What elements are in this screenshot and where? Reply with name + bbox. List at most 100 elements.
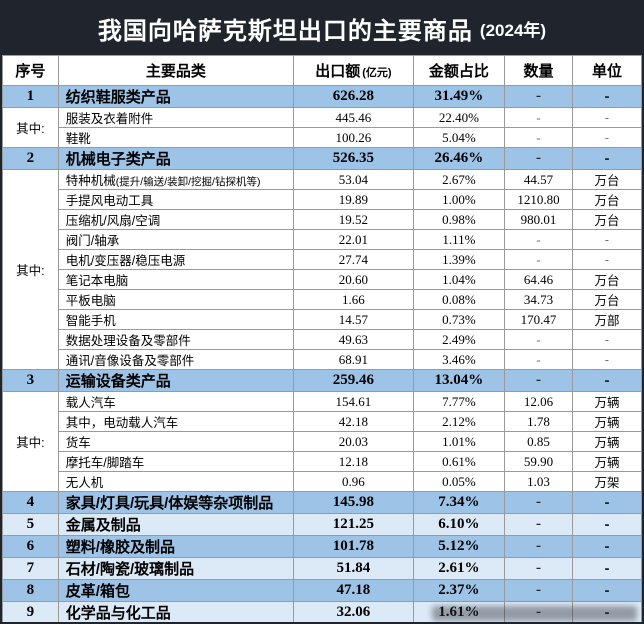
- page-title-year: (2024年): [479, 21, 547, 40]
- column-header: 数量: [504, 55, 573, 86]
- sub-item-row: 无人机 0.96 0.05% 1.03 万架: [3, 471, 642, 492]
- unit-cell: 万台: [572, 169, 642, 190]
- item-name: 压缩机/风扇/空调: [65, 214, 161, 228]
- sub-item-row: 鞋靴 100.26 5.04% - -: [3, 127, 642, 148]
- quantity-cell: 34.73: [504, 289, 573, 310]
- quantity-cell: -: [504, 329, 573, 350]
- sub-item-row: 其中，电动载人汽车 42.18 2.12% 1.78 万辆: [3, 411, 642, 432]
- share-percent-cell: 31.49%: [412, 85, 506, 108]
- sub-item-row: 货车 20.03 1.01% 0.85 万辆: [3, 431, 642, 452]
- share-percent-cell: 2.67%: [412, 169, 506, 190]
- export-value-cell: 49.63: [293, 329, 414, 350]
- unit-cell: 万辆: [572, 411, 642, 432]
- share-percent-cell: 5.12%: [412, 535, 506, 558]
- quantity-cell: -: [504, 85, 573, 108]
- category-row: 3 运输设备类产品 259.46 13.04% - -: [2, 369, 642, 392]
- export-value-cell: 121.25: [293, 513, 414, 536]
- export-value-cell: 101.78: [293, 535, 414, 558]
- export-value-cell: 145.98: [293, 491, 414, 514]
- share-percent-cell: 1.01%: [412, 431, 506, 452]
- page-title: 我国向哈萨克斯坦出口的主要商品: [97, 18, 473, 45]
- quantity-cell: 0.85: [504, 431, 573, 452]
- category-row: 5 金属及制品 121.25 6.10% - -: [2, 513, 642, 536]
- share-percent-cell: 0.05%: [412, 471, 506, 492]
- sub-item-row: 其中: 载人汽车 154.61 7.77% 12.06 万辆: [2, 391, 642, 492]
- row-number-cell: 3: [2, 369, 59, 392]
- unit-cell: 万台: [572, 209, 642, 230]
- unit-cell: -: [572, 127, 642, 148]
- row-number-cell: 9: [2, 601, 59, 622]
- export-value-cell: 32.06: [293, 601, 414, 622]
- quantity-cell: -: [504, 579, 573, 602]
- item-name: 载人汽车: [65, 396, 116, 410]
- quantity-cell: -: [504, 349, 573, 370]
- category-name-cell: 石材/陶瓷/玻璃制品: [57, 557, 295, 580]
- unit-cell: -: [572, 249, 642, 270]
- export-value-cell: 53.04: [293, 169, 414, 190]
- category-row: 1 纺织鞋服类产品 626.28 31.49% - -: [2, 85, 642, 108]
- column-header-label: 数量: [523, 63, 554, 80]
- unit-cell: 万辆: [572, 391, 642, 412]
- unit-cell: 万台: [572, 269, 642, 290]
- export-value-cell: 0.96: [293, 471, 414, 492]
- unit-cell: 万台: [572, 289, 642, 310]
- export-value-cell: 100.26: [293, 127, 414, 148]
- export-value-cell: 154.61: [293, 391, 414, 412]
- item-name-cell: 压缩机/风扇/空调: [57, 209, 295, 230]
- share-percent-cell: 0.08%: [412, 289, 506, 310]
- quantity-cell: 1.03: [504, 471, 573, 492]
- item-name-cell: 载人汽车: [57, 391, 295, 412]
- item-name: 阀门/轴承: [65, 234, 120, 248]
- category-row: 7 石材/陶瓷/玻璃制品 51.84 2.61% - -: [2, 557, 642, 580]
- export-value-cell: 20.03: [293, 431, 414, 452]
- unit-cell: 万辆: [572, 431, 642, 452]
- quantity-cell: -: [504, 491, 573, 514]
- column-header-label: 序号: [15, 63, 46, 80]
- unit-cell: -: [572, 557, 642, 580]
- category-row: 6 塑料/橡胶及制品 101.78 5.12% - -: [2, 535, 642, 558]
- export-value-cell: 47.18: [293, 579, 414, 602]
- share-percent-cell: 0.98%: [412, 209, 506, 230]
- quantity-cell: 12.06: [504, 391, 573, 412]
- column-header: 序号: [2, 55, 59, 86]
- share-percent-cell: 5.04%: [412, 127, 506, 148]
- table-title-bar: 我国向哈萨克斯坦出口的主要商品 (2024年): [2, 2, 642, 55]
- sub-item-row: 手提风电动工具 19.89 1.00% 1210.80 万台: [3, 189, 642, 210]
- column-header: 金额占比: [412, 55, 506, 86]
- export-value-cell: 68.91: [293, 349, 414, 370]
- row-number-cell: 5: [2, 513, 59, 536]
- item-name-cell: 电机/变压器/稳压电源: [57, 249, 295, 270]
- quantity-cell: -: [504, 147, 573, 170]
- quantity-cell: -: [504, 535, 573, 558]
- sub-item-row: 电机/变压器/稳压电源 27.74 1.39% - -: [3, 249, 642, 270]
- category-name-cell: 纺织鞋服类产品: [57, 85, 295, 108]
- sub-item-row: 通讯/音像设备及零部件 68.91 3.46% - -: [3, 349, 642, 370]
- sub-item-row: 智能手机 14.57 0.73% 170.47 万部: [3, 309, 642, 330]
- quantity-cell: -: [504, 127, 573, 148]
- export-value-cell: 626.28: [293, 85, 414, 108]
- table-body: 1 纺织鞋服类产品 626.28 31.49% - - 其中: 服装及衣着附件 445.46 22…: [2, 85, 642, 622]
- column-header-label: 金额占比: [428, 63, 489, 80]
- export-value-cell: 20.60: [293, 269, 414, 290]
- item-name: 电机/变压器/稳压电源: [65, 254, 186, 268]
- item-name-cell: 特种机械(提升/输送/装卸/挖掘/钻探机等): [57, 169, 295, 190]
- unit-cell: -: [572, 147, 642, 170]
- row-number-cell: 8: [2, 579, 59, 602]
- item-name: 数据处理设备及零部件: [65, 334, 191, 348]
- share-percent-cell: 2.37%: [412, 579, 506, 602]
- export-value-cell: 51.84: [293, 557, 414, 580]
- quantity-cell: -: [504, 601, 573, 622]
- share-percent-cell: 22.40%: [412, 107, 506, 128]
- quantity-cell: -: [504, 107, 573, 128]
- group-label-cell: 其中:: [2, 391, 59, 492]
- category-name-cell: 金属及制品: [57, 513, 295, 536]
- unit-cell: -: [572, 513, 642, 536]
- share-percent-cell: 0.61%: [412, 451, 506, 472]
- category-name-cell: 化学品与化工品: [57, 601, 295, 622]
- item-name-cell: 智能手机: [57, 309, 295, 330]
- item-name-cell: 阀门/轴承: [57, 229, 295, 250]
- export-value-cell: 526.35: [293, 147, 414, 170]
- item-name-cell: 数据处理设备及零部件: [57, 329, 295, 350]
- item-name: 笔记本电脑: [65, 274, 129, 288]
